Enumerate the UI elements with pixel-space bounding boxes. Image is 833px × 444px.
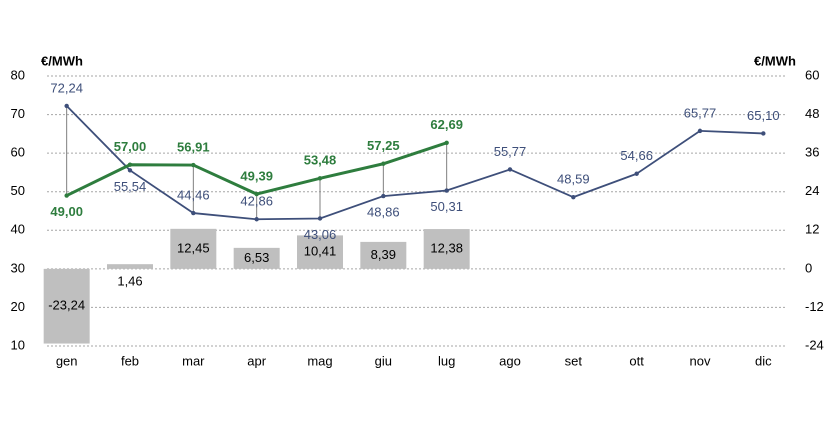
bar	[107, 264, 153, 269]
point	[317, 176, 323, 181]
bar-label: 8,39	[371, 247, 396, 262]
x-tick-label: gen	[56, 353, 78, 368]
value-label: 62,69	[430, 117, 463, 132]
bar	[360, 241, 407, 269]
value-label: 49,00	[50, 204, 83, 219]
point	[444, 140, 449, 145]
value-label: 56,91	[177, 139, 210, 154]
x-tick-label: apr	[247, 353, 266, 368]
y2-tick-label: 60	[805, 67, 819, 82]
point	[254, 191, 259, 197]
point	[381, 161, 386, 166]
value-label: 49,39	[240, 169, 273, 184]
value-label: 48,86	[367, 205, 400, 220]
y-tick-label: 30	[11, 260, 25, 275]
y2-tick-label: -12	[805, 299, 824, 314]
x-tick-label: mag	[307, 353, 332, 368]
x-tick-label: nov	[690, 353, 711, 368]
x-tick-label: ott	[629, 353, 644, 368]
y-tick-label: 20	[11, 299, 25, 314]
value-label: 65,10	[747, 108, 780, 123]
x-tick-label: feb	[121, 353, 139, 368]
point	[381, 193, 386, 199]
value-label: 72,24	[50, 80, 83, 95]
x-tick-label: dic	[755, 353, 772, 368]
bar-label: 12,38	[430, 240, 463, 255]
y-tick-label: 40	[11, 222, 25, 237]
point	[571, 194, 576, 200]
value-label: 65,77	[684, 105, 717, 120]
point	[191, 210, 196, 216]
value-label: 57,00	[114, 139, 147, 154]
bar-label: 1,46	[117, 273, 142, 288]
bar	[233, 247, 280, 269]
y2-tick-label: 12	[805, 222, 819, 237]
value-label: 42,86	[240, 194, 273, 209]
x-tick-label: set	[565, 353, 583, 368]
bar	[297, 235, 343, 269]
y2-tick-label: 36	[805, 145, 819, 160]
y-axis-label: €/MWh	[41, 53, 83, 68]
bar-label: -23,24	[48, 298, 85, 313]
point	[444, 188, 449, 193]
x-tick-label: lug	[438, 353, 455, 368]
bar	[423, 229, 470, 269]
x-tick-label: giu	[375, 353, 392, 368]
value-label: 57,25	[367, 138, 400, 153]
value-label: 43,06	[304, 227, 337, 242]
x-tick-label: mar	[182, 353, 205, 368]
value-label: 55,77	[494, 144, 527, 159]
point	[64, 103, 69, 109]
point	[507, 167, 513, 172]
value-label: 54,66	[620, 148, 653, 163]
point	[317, 216, 323, 221]
y2-axis-label: €/MWh	[754, 53, 796, 68]
point	[634, 171, 639, 176]
point	[254, 217, 259, 222]
point	[761, 131, 766, 136]
point	[64, 193, 69, 198]
bar-label: 6,53	[244, 250, 269, 265]
point	[127, 162, 133, 167]
line	[66, 105, 764, 221]
y2-tick-label: -24	[805, 337, 824, 352]
y-tick-label: 10	[11, 337, 25, 352]
bar	[43, 268, 90, 344]
y-tick-label: 70	[11, 106, 25, 121]
bar	[170, 228, 217, 269]
y2-tick-label: 48	[805, 106, 819, 121]
point	[127, 168, 133, 173]
bar-label: 10,41	[304, 244, 337, 259]
value-label: 48,59	[557, 172, 590, 187]
value-label: 55,54	[114, 179, 147, 194]
bar-label: 12,45	[177, 240, 210, 255]
y2-tick-label: 0	[805, 260, 812, 275]
point	[191, 162, 196, 168]
y-tick-label: 50	[11, 183, 25, 198]
value-label: 53,48	[304, 153, 337, 168]
y-tick-label: 80	[11, 67, 25, 82]
value-label: 44,46	[177, 188, 210, 203]
y-tick-label: 60	[11, 145, 25, 160]
y2-tick-label: 24	[805, 183, 819, 198]
x-tick-label: ago	[499, 353, 521, 368]
value-label: 50,31	[430, 199, 463, 214]
point	[697, 128, 703, 134]
